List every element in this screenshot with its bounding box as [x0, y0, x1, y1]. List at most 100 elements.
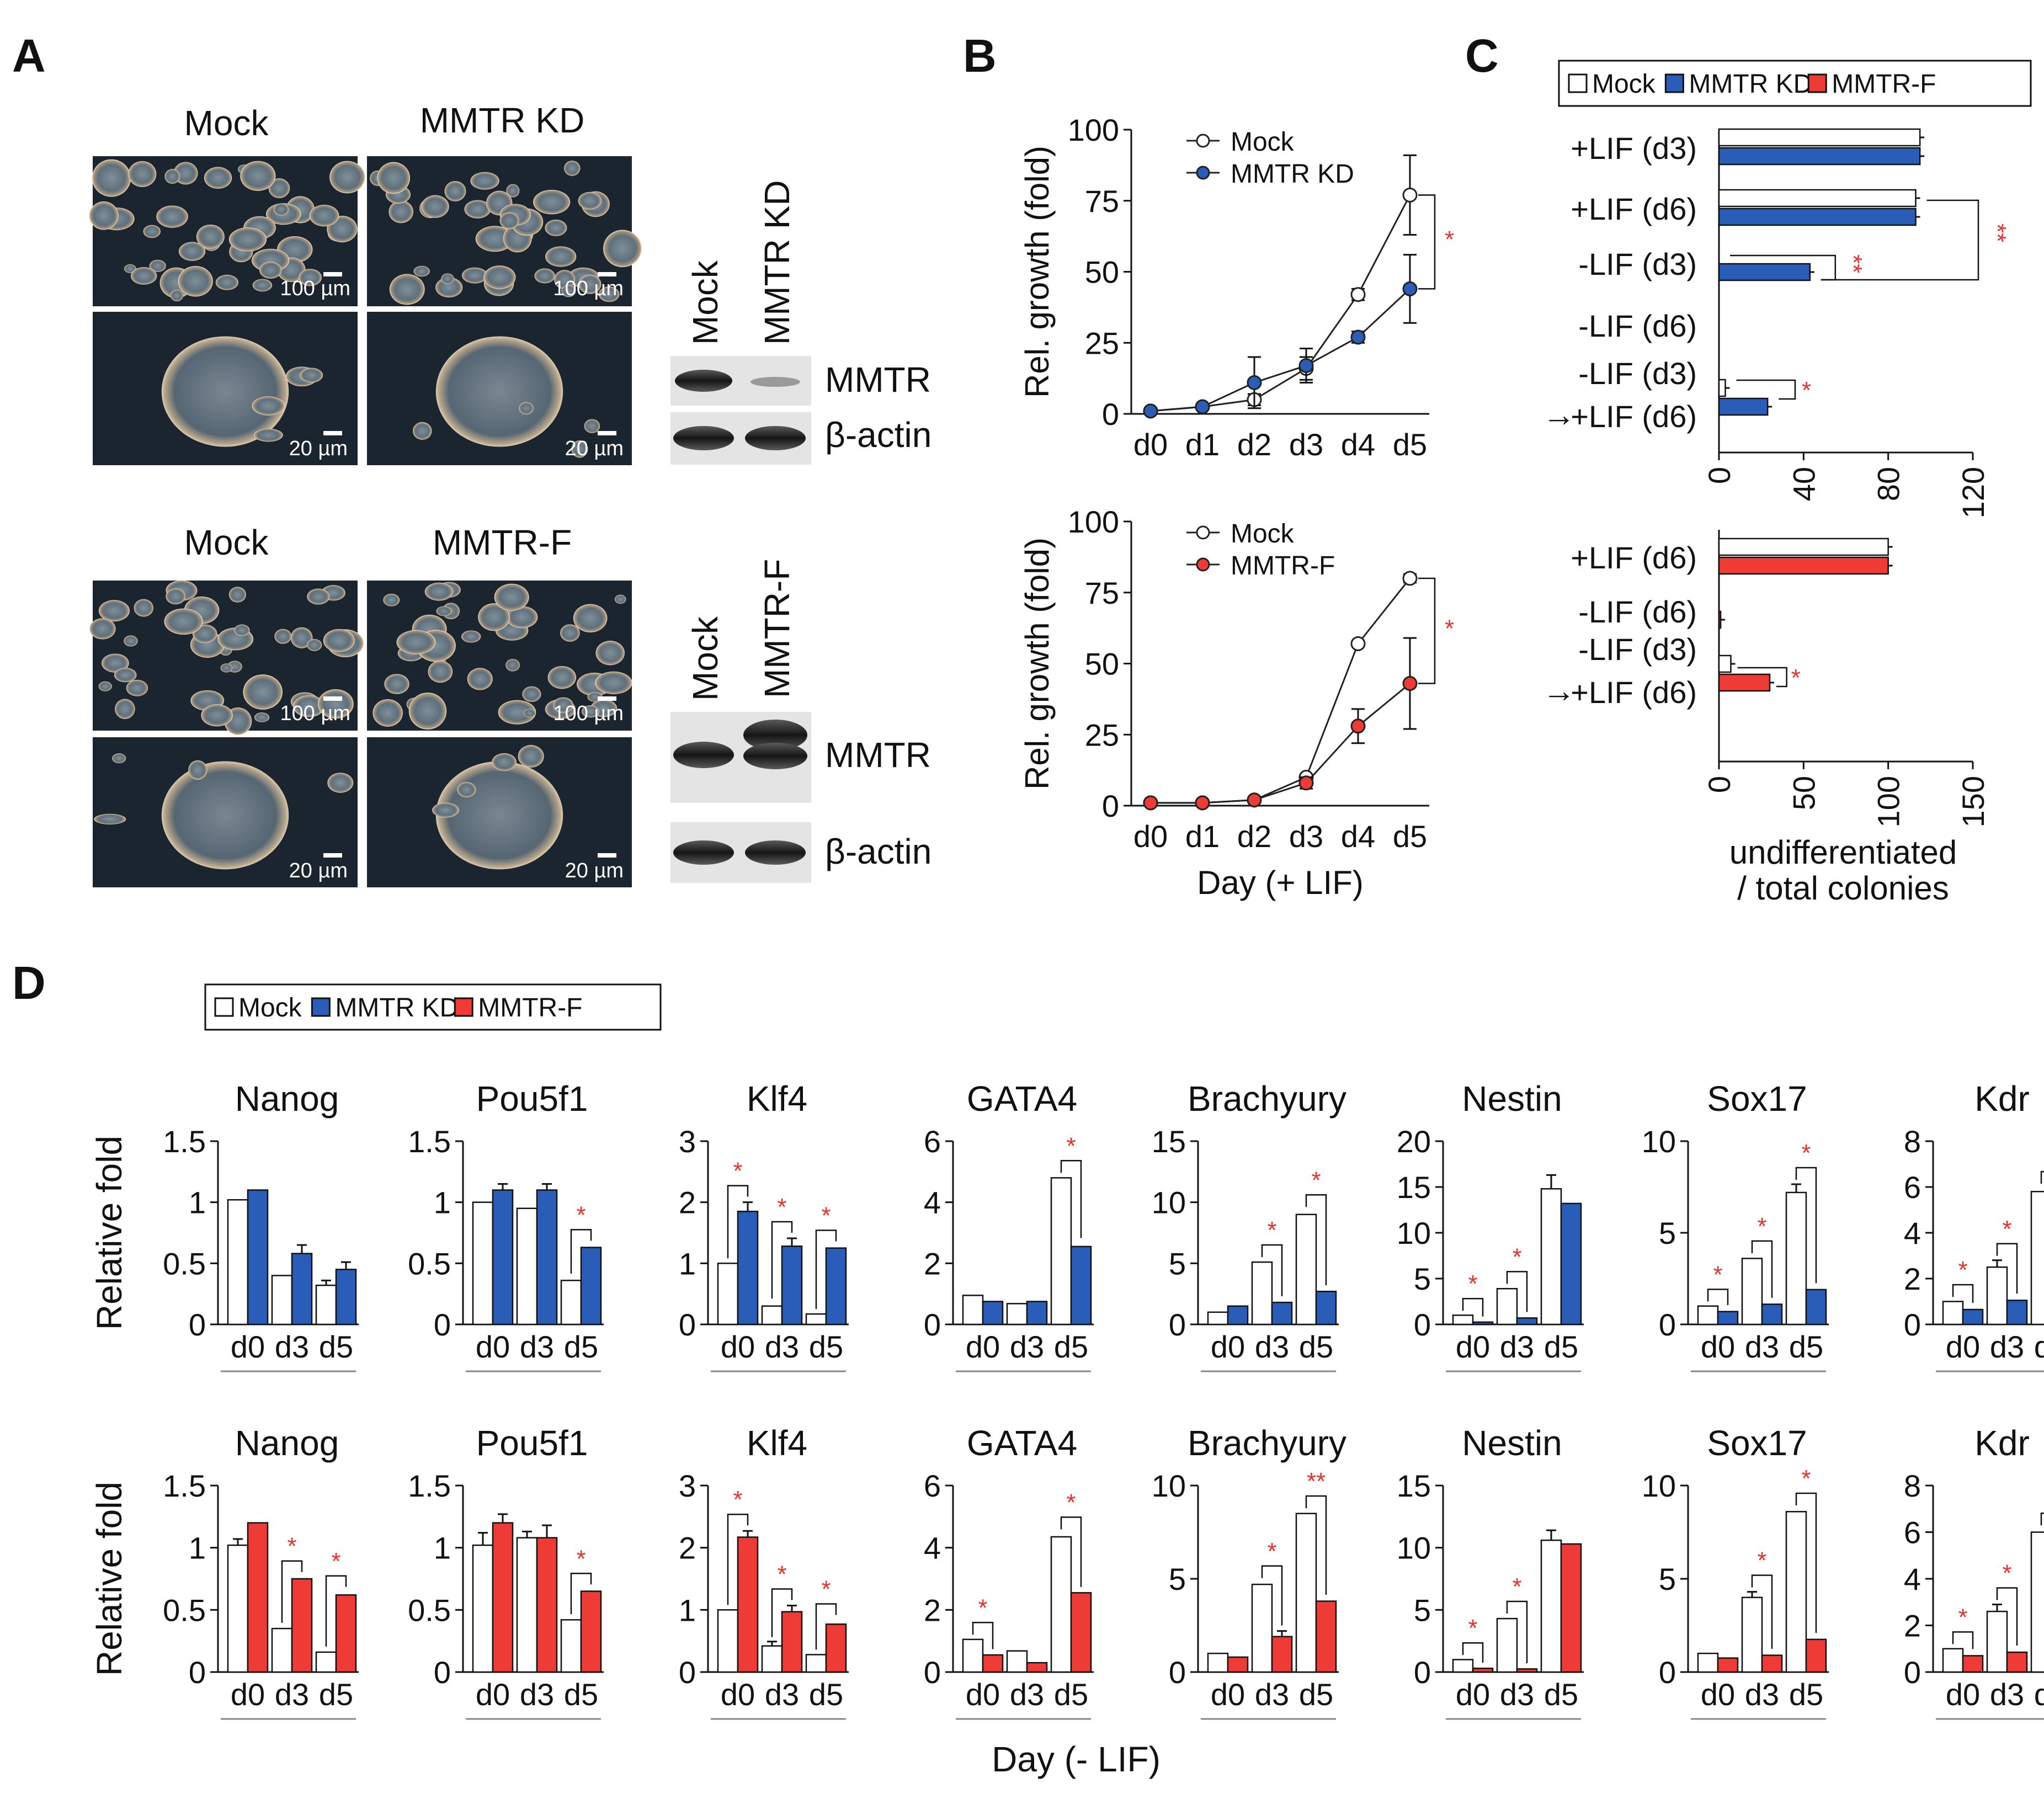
y-tick-label: 0: [1102, 789, 1119, 823]
significance-star: *: [1445, 226, 1454, 253]
bar-mock: [1251, 1261, 1273, 1325]
gene-title: Pou5f1: [476, 1079, 588, 1119]
y-tick-label: 2: [1904, 1261, 1921, 1296]
x-tick-label: d5: [1054, 1329, 1088, 1364]
x-tick-label: d0: [966, 1329, 1000, 1364]
bar-treatment: [1560, 1202, 1582, 1325]
bar: [1718, 189, 1917, 207]
qpcr-row-kd: Relative fold Nanog 0 0.5 1 1.5 d0 d3 d5 Pou5f1 0 0…: [89, 1079, 2044, 1372]
bar: [1718, 128, 1921, 147]
colony-large: [435, 336, 563, 447]
significance-star: *: [576, 1545, 585, 1572]
gene-title: Sox17: [1707, 1079, 1807, 1119]
x-tick-label: d0: [721, 1677, 755, 1712]
series-line: [1151, 683, 1410, 804]
colony: [421, 195, 449, 218]
significance-star: *: [1791, 664, 1801, 691]
colony: [505, 658, 520, 672]
colony: [290, 627, 313, 648]
y-tick-label: 5: [1659, 1216, 1676, 1250]
colony: [372, 699, 403, 727]
colony: [98, 681, 112, 691]
y-tick-label: 10: [1397, 1216, 1431, 1250]
y-tick-label: 0: [189, 1655, 206, 1690]
bar-mock: [1785, 1191, 1807, 1325]
bar-treatment: [1227, 1305, 1249, 1325]
bar: [1718, 556, 1889, 575]
colony-chart-mmtrf: 0 50 100 150 +LIF (d6) -LIF (d6)-LIF (d3) +LIF…: [1542, 530, 1990, 827]
significance-bracket: [1737, 667, 1787, 688]
y-tick-label: 3: [679, 1124, 696, 1159]
colony-xlabel-1: undifferentiated: [1729, 834, 1957, 871]
bar-treatment: [1070, 1245, 1092, 1325]
y-tick-label: 0: [924, 1655, 941, 1690]
colony: [307, 638, 322, 651]
bar-treatment: [1472, 1321, 1494, 1325]
colony: [188, 760, 207, 780]
bar-mock: [271, 1275, 293, 1325]
significance-bracket: [1060, 1516, 1082, 1587]
data-point: [1350, 329, 1366, 345]
colony: [383, 593, 400, 606]
micro-title-mock: Mock: [184, 523, 269, 562]
colony: [94, 813, 126, 825]
bar-treatment: [1026, 1662, 1048, 1673]
colony: [273, 203, 289, 216]
y-tick-label: 25: [1085, 326, 1119, 360]
significance-star: *: [1801, 1465, 1811, 1492]
colony: [240, 161, 276, 191]
colony: [112, 753, 126, 764]
y-tick-label: 2: [924, 1593, 941, 1627]
colony: [464, 200, 491, 219]
significance-star: *: [1801, 1140, 1811, 1167]
colony: [436, 606, 452, 616]
x-tick-label: d0: [1701, 1329, 1735, 1364]
y-axis-label: Relative fold: [89, 1136, 129, 1330]
legend-swatch: [1664, 73, 1684, 93]
x-tick-label: d5: [1299, 1329, 1333, 1364]
x-tick-label: d1: [1185, 819, 1220, 854]
legend-swatch: [214, 997, 234, 1017]
y-tick-label: 1: [679, 1246, 696, 1281]
colony: [293, 695, 325, 717]
colony-large: [161, 336, 289, 447]
bar-mock: [1452, 1659, 1474, 1673]
colony: [389, 274, 425, 305]
micro-title-mock: Mock: [184, 103, 269, 143]
x-tick-label: d5: [809, 1677, 843, 1712]
colony: [134, 599, 154, 617]
bar-treatment: [1315, 1600, 1337, 1673]
colony: [573, 604, 608, 632]
micrographs-mmtrf: [89, 580, 632, 887]
bar-mock: [560, 1280, 582, 1325]
colony: [309, 204, 339, 227]
scale-label: 20 µm: [289, 859, 348, 882]
colony: [259, 262, 282, 279]
micro-title-kd: MMTR KD: [420, 100, 585, 140]
y-tick-label: 20: [1397, 1124, 1431, 1159]
significance-bracket: [1996, 1243, 2018, 1294]
x-tick-label: d3: [1745, 1329, 1779, 1364]
significance-bracket: [771, 1588, 793, 1637]
y-tick-label: 4: [924, 1185, 941, 1220]
scale-label: 100 µm: [280, 277, 350, 300]
colony: [252, 396, 285, 416]
x-tick-label: d5: [1393, 427, 1427, 462]
y-tick-label: 15: [1152, 1124, 1186, 1159]
x-tick-label: d5: [1544, 1677, 1578, 1712]
bar-treatment: [536, 1537, 558, 1673]
significance-bracket: [1305, 1194, 1327, 1286]
data-point: [1143, 795, 1158, 811]
significance-bracket: [727, 1514, 749, 1605]
bar: [1718, 207, 1917, 226]
bar-mock: [805, 1654, 827, 1673]
bar-mock: [560, 1619, 582, 1673]
significance-star: *: [1512, 1573, 1521, 1600]
y-tick-label: 1: [679, 1593, 696, 1627]
y-tick-label: 0: [189, 1307, 206, 1342]
gene-title: Brachyury: [1188, 1423, 1346, 1463]
legend-marker: [1196, 134, 1210, 148]
x-tick-label: d3: [765, 1677, 799, 1712]
y-tick-label: 6: [1904, 1515, 1921, 1550]
bar-mock: [1741, 1258, 1763, 1325]
